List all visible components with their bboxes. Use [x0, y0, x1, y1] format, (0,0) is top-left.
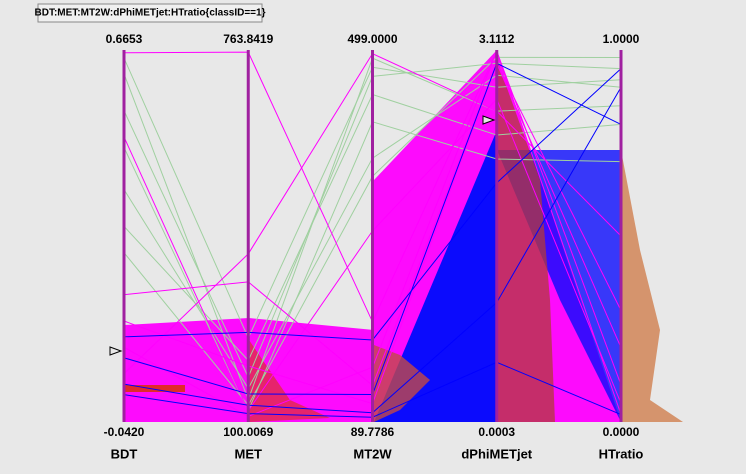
histogram-fill	[374, 345, 430, 422]
axis-name: MET	[235, 446, 263, 461]
axis-name: dPhiMETjet	[461, 446, 532, 461]
axis-min-label: 0.0000	[603, 425, 640, 439]
axis-min-label: 100.0069	[223, 425, 273, 439]
axis-min-label: -0.0420	[104, 425, 145, 439]
chart-title: BDT:MET:MT2W:dPhiMETjet:HTratio{classID=…	[35, 8, 266, 19]
axis-max-label: 1.0000	[603, 32, 640, 46]
axes: 0.6653 -0.0420 BDT 763.8419 100.0069 MET 499.0…	[104, 32, 644, 461]
density-fill	[374, 130, 497, 422]
axis-max-label: 499.0000	[347, 32, 397, 46]
axis-max-label: 0.6653	[106, 32, 143, 46]
axis-max-label: 763.8419	[223, 32, 273, 46]
axis-min-label: 89.7786	[351, 425, 395, 439]
title-box	[37, 3, 263, 23]
density-fills	[124, 50, 683, 422]
axis-name: BDT	[111, 446, 138, 461]
range-marker[interactable]	[482, 115, 496, 125]
axis-name: MT2W	[353, 446, 392, 461]
range-marker[interactable]	[109, 346, 123, 356]
axis-name: HTratio	[599, 446, 644, 461]
histogram-fill	[249, 340, 330, 422]
histogram-fill	[621, 150, 683, 422]
histogram-fill	[497, 60, 555, 422]
axis-min-label: 0.0003	[478, 425, 515, 439]
axis-max-label: 3.1112	[479, 32, 515, 46]
